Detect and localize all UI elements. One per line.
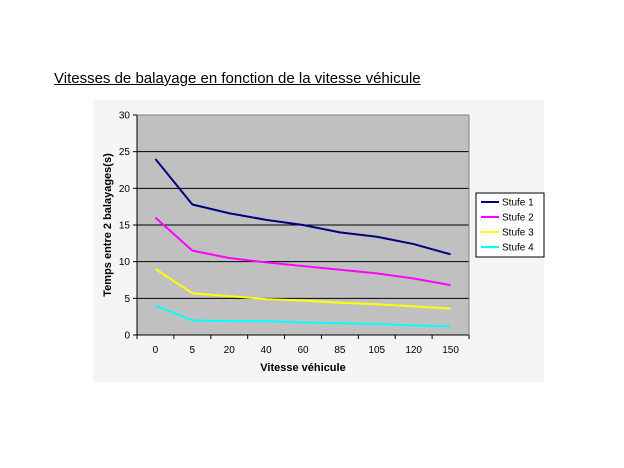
x-tick-label: 105 [368,345,385,356]
x-tick-label: 120 [405,345,422,356]
x-axis-title: Vitesse véhicule [260,362,345,374]
y-tick-label: 0 [124,331,130,342]
series-line-stufe-3 [154,268,451,310]
x-tick-labels: 0 5 20 40 60 85 105 120 150 [153,345,460,356]
x-tick-label: 60 [297,345,309,356]
series-line-stufe-1 [154,158,451,256]
series-line-stufe-4 [155,304,451,328]
page-title: Vitesses de balayage en fonction de la v… [54,70,421,87]
x-tick-label: 5 [190,345,196,356]
x-tick-label: 150 [442,345,459,356]
x-tick-label: 0 [153,345,159,356]
y-tick-labels: 0 5 10 15 20 25 30 [119,111,131,342]
y-tick-label: 5 [124,294,130,305]
y-tick-label: 15 [119,221,131,232]
x-tick-label: 85 [334,345,346,356]
legend-label: Stufe 1 [502,198,534,209]
legend: Stufe 1 Stufe 2 Stufe 3 Stufe 4 [475,192,545,258]
y-tick-label: 10 [119,257,131,268]
series-lines [154,158,451,328]
series-line-stufe-2 [154,216,451,287]
x-tick-label: 40 [261,345,273,356]
y-tick-label: 20 [119,184,131,195]
legend-label: Stufe 2 [502,213,534,224]
legend-label: Stufe 4 [502,243,534,254]
x-tick-label: 20 [224,345,236,356]
legend-label: Stufe 3 [502,228,534,239]
y-tick-label: 30 [119,111,131,122]
y-axis-title: Temps entre 2 balayages(s) [102,153,114,297]
y-tick-label: 25 [119,147,131,158]
